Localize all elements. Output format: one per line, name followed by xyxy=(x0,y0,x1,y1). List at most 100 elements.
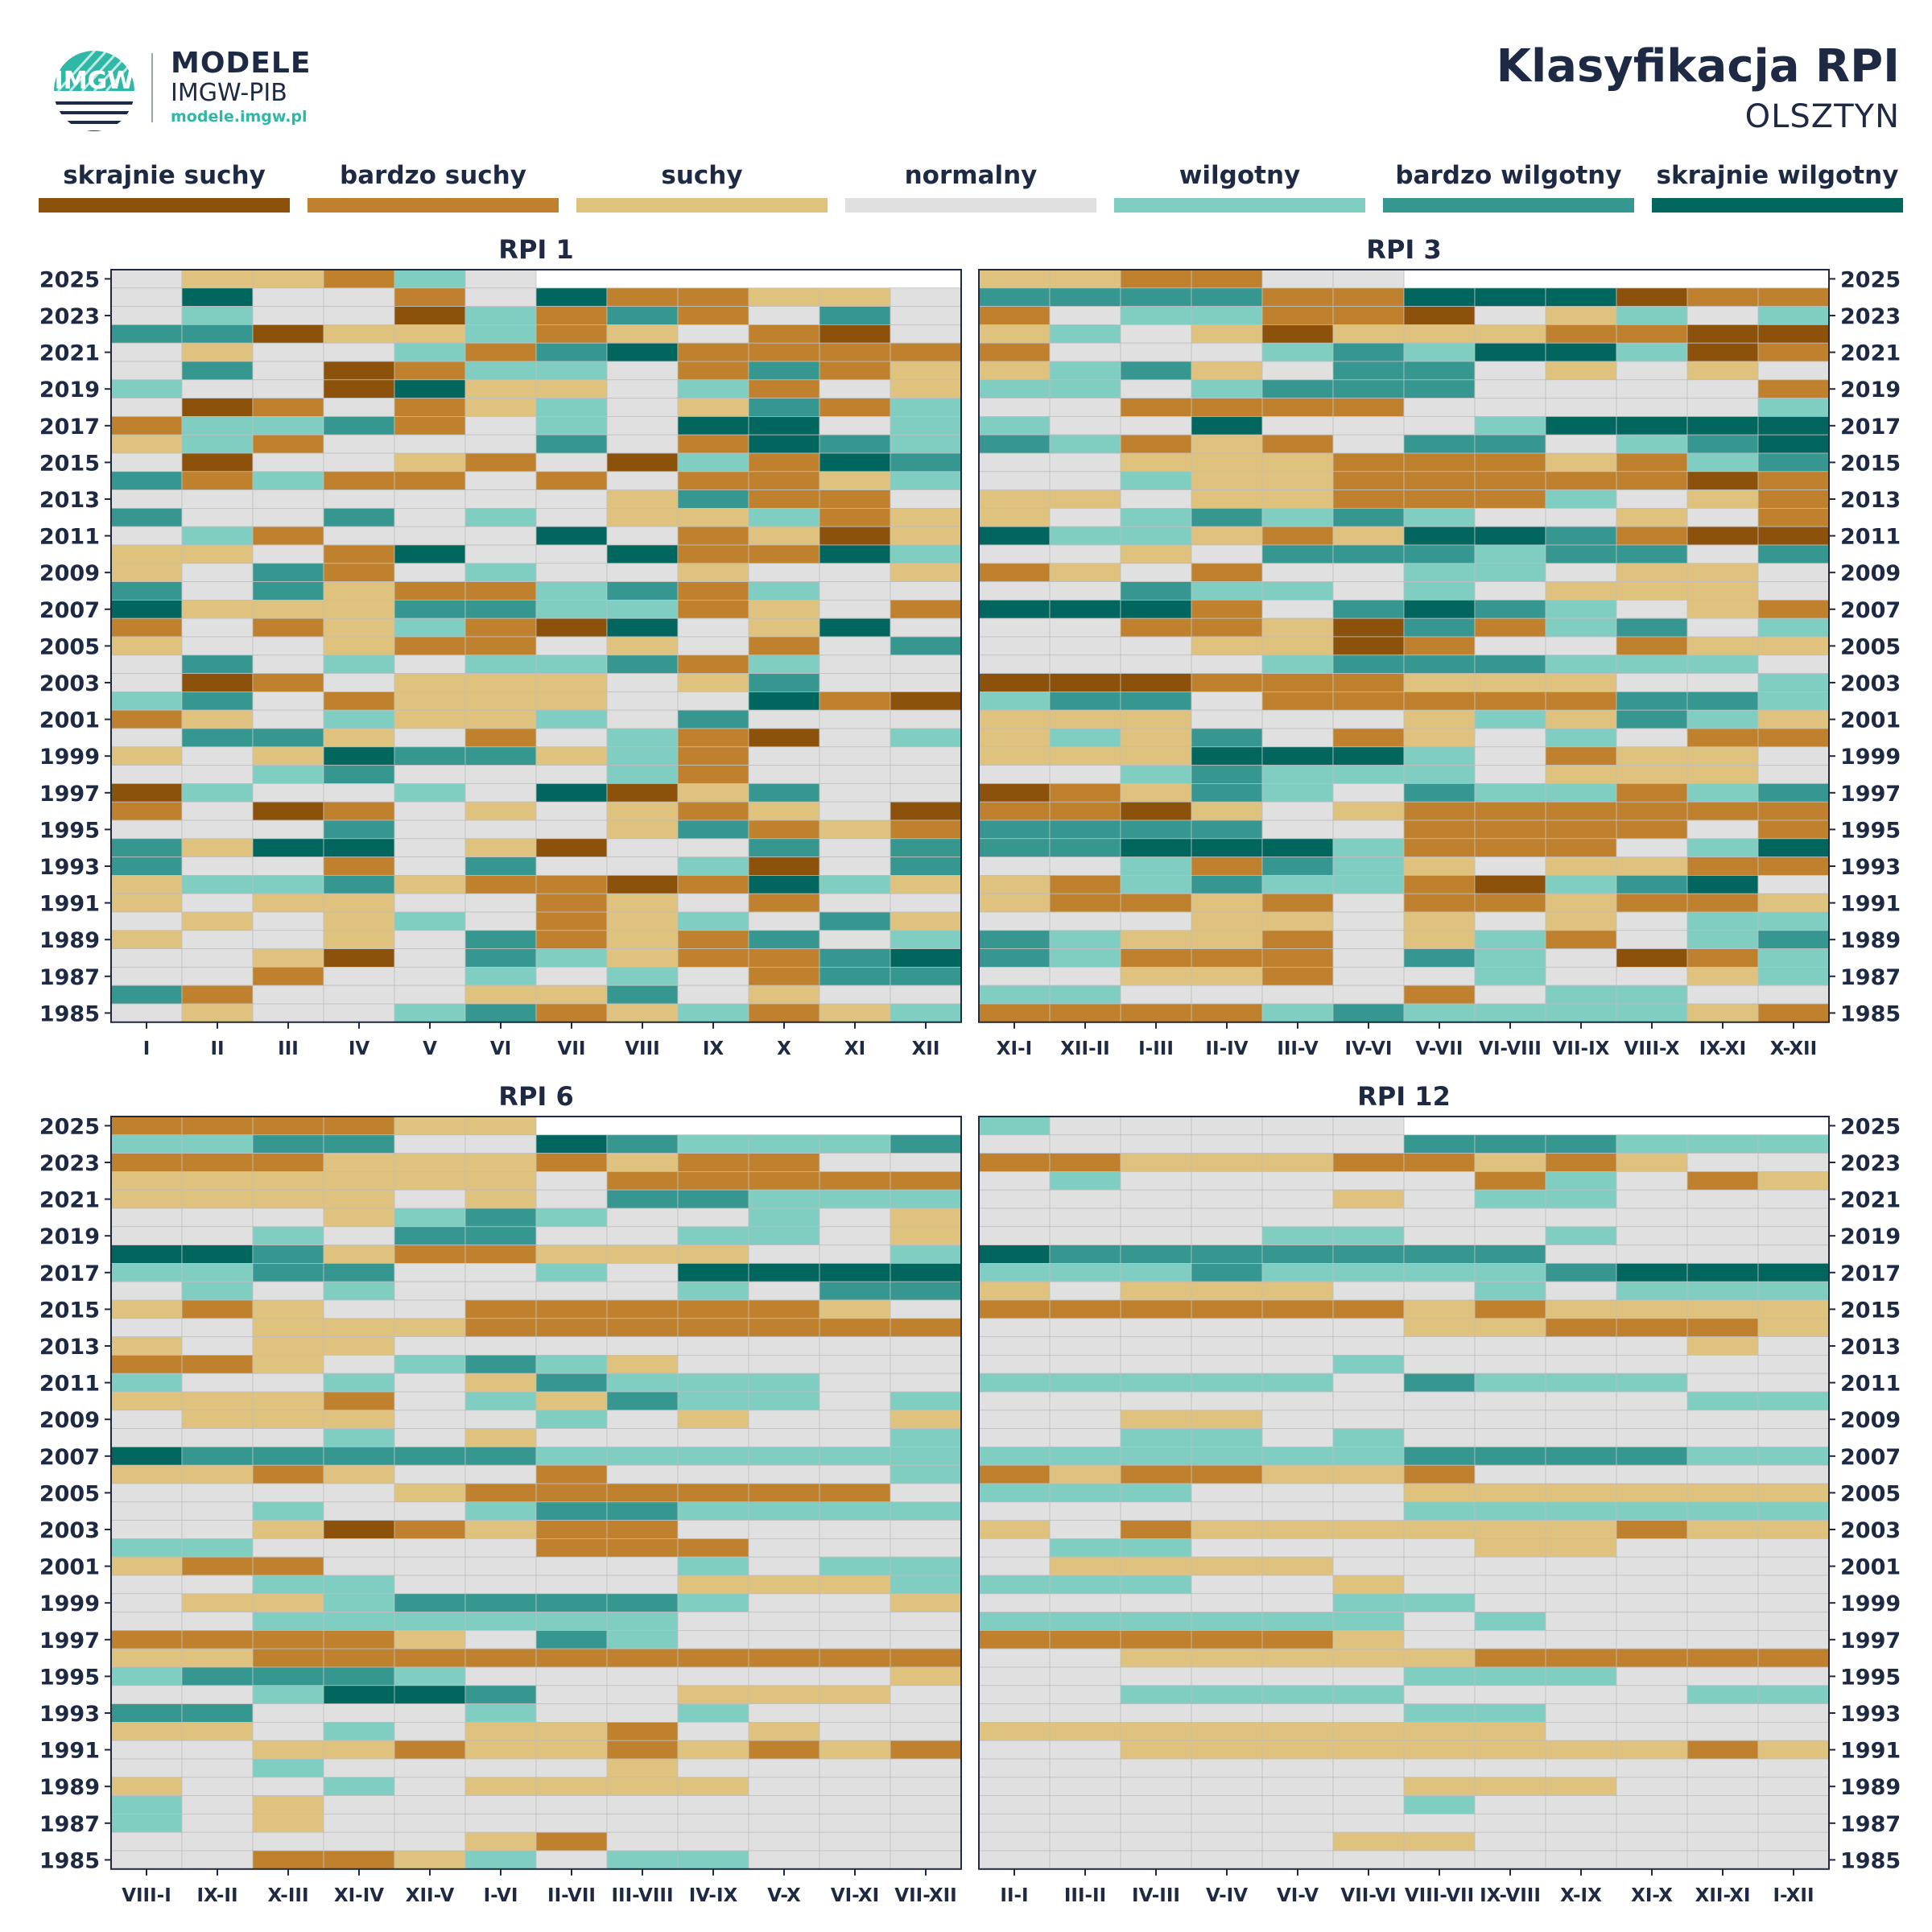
heatmap-cell xyxy=(1261,1831,1334,1852)
heatmap-cell xyxy=(535,1740,608,1760)
heatmap-cell xyxy=(606,489,679,509)
heatmap-cell xyxy=(1403,1758,1476,1778)
heatmap-cell xyxy=(1261,1703,1334,1723)
heatmap-cell xyxy=(1403,1520,1476,1539)
heatmap-cell xyxy=(748,342,820,362)
heatmap-cell xyxy=(110,1226,183,1246)
year-tick-label: 2015 xyxy=(1840,1298,1901,1323)
heatmap-cell xyxy=(1616,1850,1688,1870)
heatmap-cell xyxy=(677,819,749,840)
year-tick-label: 2021 xyxy=(39,1188,100,1213)
heatmap-cell xyxy=(535,1153,608,1172)
heatmap-cell xyxy=(1403,1003,1476,1023)
heatmap-cell xyxy=(394,1391,466,1411)
heatmap-cell xyxy=(1403,1666,1476,1686)
heatmap-cell xyxy=(978,893,1051,913)
heatmap-cell xyxy=(1261,489,1334,509)
heatmap-cell xyxy=(1686,1593,1759,1613)
heatmap-cell xyxy=(181,1850,254,1870)
heatmap-cell xyxy=(1191,893,1263,913)
heatmap-cell xyxy=(748,544,820,564)
heatmap-cell xyxy=(1474,1538,1546,1558)
heatmap-cell xyxy=(1757,452,1830,473)
heatmap-cell xyxy=(978,1813,1051,1833)
heatmap-cell xyxy=(606,1336,679,1356)
heatmap-cell xyxy=(181,1336,254,1356)
heatmap-cell xyxy=(252,1464,324,1484)
heatmap-cell xyxy=(110,1171,183,1191)
heatmap-cell xyxy=(1474,581,1546,601)
heatmap-cell xyxy=(323,1318,395,1338)
heatmap-cell xyxy=(1686,654,1759,674)
period-tick-label: V-VII xyxy=(1416,1038,1463,1059)
heatmap-cell xyxy=(110,1245,183,1264)
heatmap-cell xyxy=(890,1721,962,1741)
heatmap-cell xyxy=(1616,801,1688,821)
heatmap-cell xyxy=(1261,526,1334,546)
heatmap-cell xyxy=(1545,709,1617,729)
heatmap-cell xyxy=(1686,1831,1759,1852)
heatmap-cell xyxy=(181,1721,254,1741)
heatmap-cell xyxy=(394,1336,466,1356)
heatmap-cell xyxy=(606,1318,679,1338)
heatmap-cell xyxy=(1474,801,1546,821)
heatmap-cell xyxy=(1403,1263,1476,1282)
heatmap-cell xyxy=(1474,1391,1546,1411)
heatmap-cell xyxy=(819,1226,891,1246)
heatmap-cell xyxy=(1261,1777,1334,1797)
heatmap-cell xyxy=(1120,1593,1192,1613)
heatmap-cell xyxy=(1332,416,1405,436)
heatmap-cell xyxy=(1757,1703,1830,1723)
heatmap-cell xyxy=(535,765,608,784)
heatmap-cell xyxy=(978,471,1051,490)
heatmap-cell xyxy=(1120,930,1192,950)
heatmap-cell xyxy=(252,434,324,454)
heatmap-cell xyxy=(464,1831,537,1852)
heatmap-cell xyxy=(1403,1171,1476,1191)
heatmap-cell xyxy=(1545,1208,1617,1228)
heatmap-cell xyxy=(1332,1813,1405,1833)
heatmap-cell xyxy=(181,1299,254,1319)
heatmap-cell xyxy=(819,728,891,748)
heatmap-cell xyxy=(252,563,324,582)
legend-swatch xyxy=(39,198,290,213)
heatmap-cell xyxy=(464,1447,537,1466)
heatmap-cell xyxy=(252,801,324,821)
heatmap-cell xyxy=(464,1575,537,1595)
legend-item-bardzo-suchy: bardzo suchy xyxy=(308,161,559,217)
heatmap-cell xyxy=(606,1391,679,1411)
heatmap-cell xyxy=(464,875,537,894)
heatmap-cell xyxy=(1474,1003,1546,1023)
heatmap-cell xyxy=(535,1758,608,1778)
heatmap-cell xyxy=(394,1208,466,1228)
heatmap-cell xyxy=(890,1483,962,1503)
heatmap-cell xyxy=(1474,1153,1546,1172)
period-tick-label: VIII xyxy=(625,1038,659,1059)
heatmap-cell xyxy=(748,1777,820,1797)
heatmap-cell xyxy=(110,691,183,711)
heatmap-cell xyxy=(1474,838,1546,858)
heatmap-cell xyxy=(1191,544,1263,564)
heatmap-cell xyxy=(1545,617,1617,638)
brand-url-link[interactable]: modele.imgw.pl xyxy=(171,108,308,126)
period-tick-label: XII-XI xyxy=(1695,1885,1751,1906)
period-tick-label: IX xyxy=(703,1038,724,1059)
heatmap-cell xyxy=(1616,1226,1688,1246)
heatmap-cell xyxy=(1120,1171,1192,1191)
heatmap-cell xyxy=(748,1208,820,1228)
heatmap-cell xyxy=(1474,1299,1546,1319)
heatmap-cell xyxy=(978,1721,1051,1741)
legend: skrajnie suchy bardzo suchy suchy normalny w… xyxy=(39,161,1903,217)
heatmap-cell xyxy=(1261,765,1334,784)
heatmap-cell xyxy=(606,361,679,381)
heatmap-cell xyxy=(1403,948,1476,968)
heatmap-cell xyxy=(1191,434,1263,454)
heatmap-cell xyxy=(1120,489,1192,509)
heatmap-cell xyxy=(323,1593,395,1613)
heatmap-cell xyxy=(1474,948,1546,968)
heatmap-cell xyxy=(323,452,395,473)
legend-swatch xyxy=(1114,198,1365,213)
heatmap-cell xyxy=(464,1685,537,1705)
heatmap-cell xyxy=(1191,1208,1263,1228)
heatmap-cell xyxy=(748,911,820,931)
